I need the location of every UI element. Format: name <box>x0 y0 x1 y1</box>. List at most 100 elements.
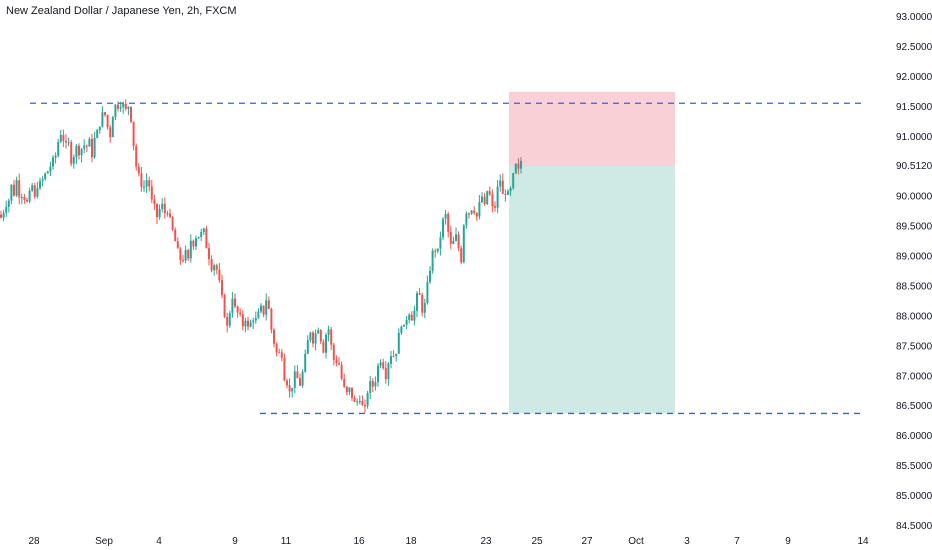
candle-body <box>379 362 382 366</box>
candle-body <box>486 191 489 205</box>
candle-body <box>109 127 112 138</box>
candle-body <box>457 234 460 249</box>
candle-body <box>460 248 463 263</box>
candle-body <box>364 405 366 407</box>
candle-body <box>335 359 338 364</box>
candle-body <box>416 293 418 311</box>
candle-body <box>26 199 28 202</box>
candle-body <box>210 259 213 271</box>
candle-body <box>247 320 249 327</box>
candle-body <box>93 138 96 158</box>
x-tick-label: Oct <box>628 536 644 547</box>
y-tick-label: 84.50000 <box>896 521 932 532</box>
candle-body <box>200 232 203 237</box>
candle-body <box>470 210 473 214</box>
candle-body <box>319 330 322 342</box>
candle-body <box>187 250 190 259</box>
candle-body <box>106 114 109 128</box>
candle-body <box>184 250 187 261</box>
candle-body <box>249 322 252 327</box>
candle-body <box>499 180 502 187</box>
candle-body <box>265 300 268 315</box>
x-tick-label: Sep <box>95 536 113 547</box>
candle-body <box>111 117 114 138</box>
candle-body <box>455 234 457 241</box>
y-tick-label: 91.50000 <box>896 102 932 113</box>
x-tick-label: 27 <box>581 536 593 547</box>
candle-body <box>332 344 335 360</box>
candle-body <box>356 401 359 403</box>
candle-body <box>72 157 75 164</box>
candle-body <box>361 400 364 406</box>
candle-body <box>512 173 515 189</box>
candle-body <box>449 231 452 244</box>
candle-body <box>483 196 486 205</box>
candle-body <box>197 236 200 239</box>
candle-body <box>143 186 145 188</box>
candles <box>0 99 522 413</box>
candle-body <box>413 310 416 321</box>
candle-body <box>254 318 257 321</box>
candle-body <box>101 112 104 127</box>
candle-body <box>130 106 132 122</box>
candle-body <box>62 135 65 141</box>
candle-body <box>221 280 223 296</box>
candle-body <box>442 218 444 238</box>
candle-body <box>436 248 439 252</box>
candle-body <box>496 186 499 208</box>
candle-body <box>366 393 369 406</box>
candle-body <box>507 191 509 195</box>
candle-body <box>67 142 70 144</box>
candle-body <box>517 163 520 169</box>
candle-body <box>205 228 208 249</box>
candle-body <box>83 145 86 149</box>
y-tick-label: 88.00000 <box>896 311 932 322</box>
candle-body <box>156 203 158 218</box>
candle-body <box>114 104 117 118</box>
candle-body <box>49 166 52 172</box>
candle-body <box>231 298 234 314</box>
candle-body <box>257 311 260 319</box>
candle-body <box>234 298 236 307</box>
candle-body <box>10 184 13 201</box>
risk-rect <box>509 91 675 166</box>
candle-body <box>218 269 221 281</box>
candle-body <box>439 237 442 249</box>
candle-body <box>239 312 242 315</box>
y-tick-label: 93.00000 <box>896 12 932 23</box>
candle-body <box>119 107 122 109</box>
candle-body <box>88 138 91 147</box>
candle-body <box>98 126 101 130</box>
take-profit-zone <box>509 165 675 414</box>
x-tick-label: 3 <box>684 536 690 547</box>
candle-body <box>226 316 229 326</box>
y-tick-label: 85.00000 <box>896 491 932 502</box>
candle-body <box>291 387 294 392</box>
candle-body <box>85 145 88 147</box>
candle-body <box>322 341 325 353</box>
candle-body <box>262 305 265 315</box>
candle-body <box>33 185 36 197</box>
candle-body <box>65 140 67 143</box>
candle-body <box>431 250 434 271</box>
candle-body <box>377 365 379 383</box>
y-tick-label: 87.00000 <box>896 371 932 382</box>
y-tick-label: 86.00000 <box>896 431 932 442</box>
x-tick-label: 18 <box>405 536 417 547</box>
candle-body <box>158 209 161 218</box>
candle-body <box>345 386 348 393</box>
candle-body <box>179 248 182 261</box>
candle-body <box>509 188 512 192</box>
candle-body <box>57 141 60 156</box>
y-tick-label: 89.00000 <box>896 252 932 263</box>
x-axis: 28 Sep 4 9 11 16 18 23 25 27 Oct 3 7 9 14 <box>28 536 869 547</box>
candle-body <box>202 228 205 233</box>
horizontal-lines <box>30 102 862 415</box>
y-tick-label: 90.51200 <box>896 161 932 172</box>
candle-body <box>514 163 517 174</box>
candle-body <box>278 352 281 354</box>
reward-rect <box>509 165 675 414</box>
candle-body <box>36 188 39 197</box>
chart-title: New Zealand Dollar / Japanese Yen, 2h, F… <box>6 5 237 17</box>
